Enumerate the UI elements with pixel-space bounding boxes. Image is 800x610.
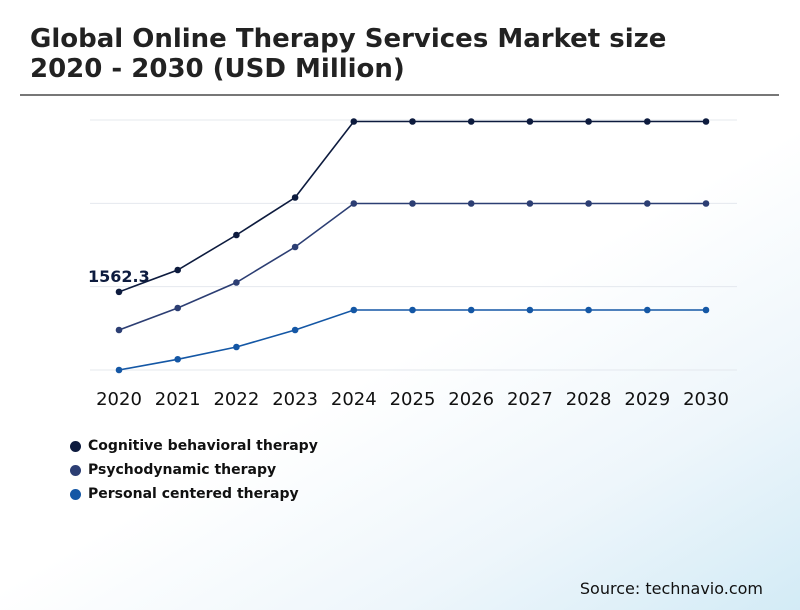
data-point [291,194,299,201]
data-point [702,306,710,314]
x-axis-ticks: 2020 2021 2022 2023 2024 2025 2026 2027 2028 2029… [96,389,729,410]
data-point [644,200,651,207]
x-tick-label: 2028 [566,389,612,410]
data-point [291,243,299,251]
legend-marker [70,488,81,500]
series-points [115,118,710,374]
legend-item: Cognitive behavioral therapy [70,434,318,458]
data-point [233,231,240,239]
data-point [233,279,240,286]
annotations: 1562.3 [88,267,150,286]
legend-label: Psychodynamic therapy [88,462,277,478]
legend-marker [70,464,81,476]
data-point [115,288,123,296]
data-point [233,343,240,351]
x-tick-label: 2027 [507,389,553,410]
data-point [467,200,475,207]
x-tick-label: 2021 [155,389,201,410]
x-tick-label: 2025 [390,389,436,410]
x-tick-label: 2023 [272,389,318,410]
data-point [115,366,123,374]
data-point [409,200,416,207]
data-point [585,200,592,207]
chart-title: Global Online Therapy Services Market si… [30,24,667,84]
x-tick-label: 2024 [331,389,377,410]
data-point [467,118,475,125]
data-point [526,306,534,314]
data-point [467,306,475,314]
legend-label: Personal centered therapy [88,486,299,502]
data-point [526,200,534,207]
data-point [174,266,181,274]
line-chart: 2020 2021 2022 2023 2024 2025 2026 2027 2028 2029… [88,118,737,410]
legend-item: Psychodynamic therapy [70,458,318,482]
x-tick-label: 2026 [448,389,494,410]
legend: Cognitive behavioral therapy Psychodynami… [70,434,318,506]
data-point [115,326,123,334]
series-lines [118,120,706,371]
data-point [174,304,181,312]
data-point [350,200,358,207]
data-point [644,306,651,314]
data-point [409,306,416,314]
data-point [291,326,299,334]
legend-label: Cognitive behavioral therapy [88,438,318,454]
legend-marker [70,440,81,452]
data-point [644,118,651,125]
data-point [585,118,592,125]
x-tick-label: 2030 [683,389,729,410]
data-point [409,118,416,125]
data-point [350,118,358,125]
title-divider [20,94,779,96]
source-credit: Source: technavio.com [579,579,763,598]
data-point [702,200,710,207]
x-tick-label: 2029 [624,389,670,410]
data-point [526,118,534,125]
gridlines [90,119,737,371]
data-point [585,306,592,314]
data-point [702,118,710,125]
x-tick-label: 2022 [213,389,259,410]
legend-item: Personal centered therapy [70,482,318,506]
x-tick-label: 2020 [96,389,142,410]
series-line-3 [118,309,706,371]
data-point [174,355,181,363]
data-point [350,306,358,314]
data-label: 1562.3 [88,267,150,286]
